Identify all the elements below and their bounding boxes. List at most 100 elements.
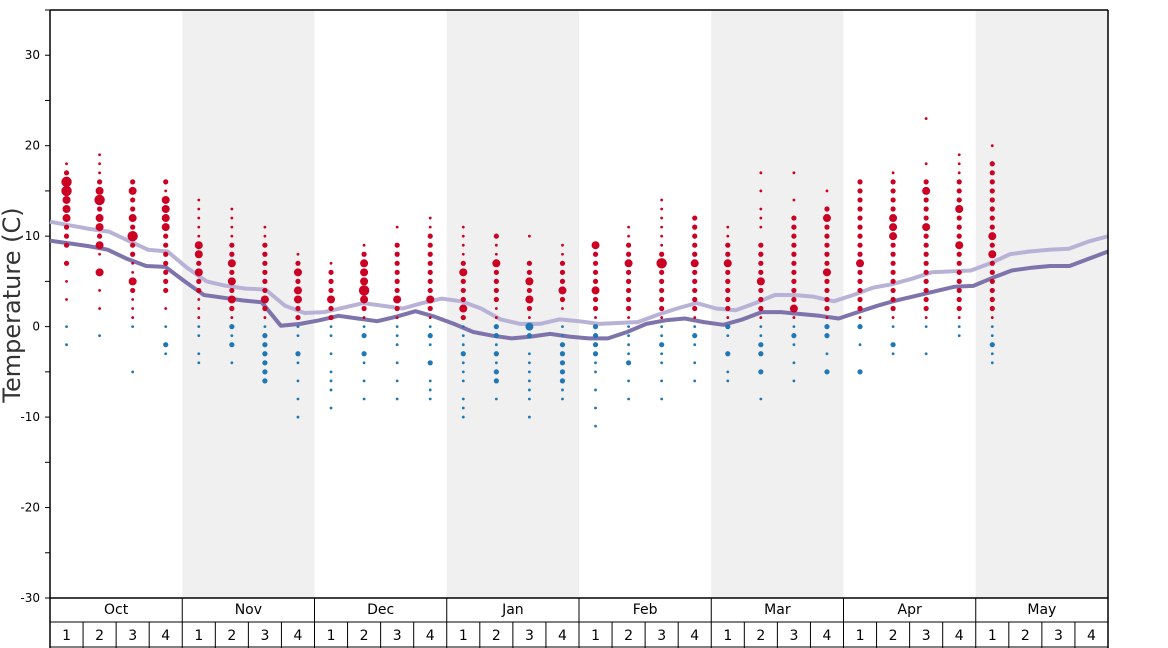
x-axis: Oct 1 2 3 4 Nov 1 2 3 4 Dec 1 2 3 4 Jan 1 2 3 4 Feb 1 2 3 4 Mar 1 2… xyxy=(50,9,1109,648)
cold-dot xyxy=(164,352,168,356)
cold-dot xyxy=(329,370,333,374)
warm-dot xyxy=(461,252,465,256)
warm-dot xyxy=(295,305,301,312)
warm-dot xyxy=(857,224,863,230)
warm-dot xyxy=(460,287,466,294)
y-tick-label: -20 xyxy=(20,501,40,515)
warm-dot xyxy=(62,205,71,214)
warm-dot xyxy=(990,316,994,319)
warm-dot xyxy=(989,179,995,185)
warm-dot xyxy=(725,305,731,312)
warm-dot xyxy=(890,179,896,185)
cold-dot xyxy=(528,415,531,419)
warm-dot xyxy=(128,186,137,195)
cold-dot xyxy=(329,388,333,392)
warm-dot xyxy=(131,307,135,310)
cold-dot xyxy=(627,325,630,329)
warm-dot xyxy=(559,278,566,284)
warm-dot xyxy=(759,207,763,211)
cold-dot xyxy=(957,334,961,338)
warm-dot xyxy=(229,242,235,248)
warm-dot xyxy=(494,252,498,256)
warm-dot xyxy=(791,215,797,221)
warm-dot xyxy=(890,296,896,303)
week-label: 2 xyxy=(360,628,369,644)
week-label: 1 xyxy=(459,628,468,644)
y-tick-label: 20 xyxy=(25,139,40,153)
warm-dot xyxy=(494,243,498,247)
warm-dot xyxy=(956,296,962,303)
cold-dot xyxy=(263,325,267,329)
warm-dot xyxy=(130,242,136,248)
cold-dot xyxy=(461,397,465,401)
warm-dot xyxy=(660,243,664,247)
warm-dot xyxy=(791,251,797,257)
cold-dot xyxy=(559,342,566,348)
cold-dot xyxy=(525,322,534,331)
warm-dot xyxy=(130,251,136,257)
warm-dot xyxy=(625,305,632,312)
warm-dot xyxy=(128,214,137,223)
cold-dot xyxy=(262,342,268,348)
cold-dot xyxy=(428,379,432,383)
warm-dot xyxy=(63,233,70,239)
cold-dot xyxy=(461,415,465,419)
warm-dot xyxy=(625,296,632,303)
warm-dot xyxy=(362,243,366,247)
warm-dot xyxy=(163,233,169,239)
warm-dot xyxy=(659,278,665,284)
warm-dot xyxy=(923,278,929,284)
month-label: May xyxy=(1027,602,1056,618)
warm-dot xyxy=(230,216,234,220)
cold-dot xyxy=(493,378,499,384)
cold-dot xyxy=(329,325,333,329)
warm-dot xyxy=(197,207,201,211)
warm-dot xyxy=(825,316,829,319)
warm-dot xyxy=(61,185,72,197)
cold-dot xyxy=(627,352,630,356)
month-shading xyxy=(182,10,1108,598)
warm-dot xyxy=(96,206,103,212)
cold-dot xyxy=(362,361,366,365)
warm-dot xyxy=(559,269,566,275)
cold-dot xyxy=(329,379,333,383)
warm-dot xyxy=(163,287,169,294)
warm-dot xyxy=(956,179,962,185)
warm-dot xyxy=(660,234,664,238)
cold-dot xyxy=(561,397,564,401)
warm-dot xyxy=(493,296,499,303)
warm-dot xyxy=(427,278,433,284)
week-label: 3 xyxy=(525,628,534,644)
cold-dot xyxy=(528,379,531,383)
warm-dot xyxy=(857,215,863,221)
warm-dot xyxy=(393,295,402,304)
cold-dot xyxy=(528,397,531,401)
warm-dot xyxy=(592,269,599,275)
warm-dot xyxy=(759,316,763,319)
warm-dot xyxy=(758,296,764,303)
warm-dot xyxy=(260,295,269,304)
week-label: 1 xyxy=(194,628,203,644)
cold-dot xyxy=(494,397,498,401)
warm-dot xyxy=(791,242,797,248)
week-label: 4 xyxy=(161,628,170,644)
warm-dot xyxy=(857,296,863,303)
week-label: 4 xyxy=(823,628,832,644)
cold-dot xyxy=(229,342,235,348)
cold-dot xyxy=(924,352,928,356)
y-tick-label: -10 xyxy=(20,410,40,424)
warm-dot xyxy=(461,243,465,247)
week-label: 1 xyxy=(723,628,732,644)
warm-dot xyxy=(923,287,929,294)
warm-dot xyxy=(459,304,468,313)
warm-dot xyxy=(660,216,664,220)
warm-dot xyxy=(660,225,664,229)
warm-dot xyxy=(989,206,995,212)
cold-dot xyxy=(460,351,466,357)
week-label: 4 xyxy=(1087,628,1096,644)
cold-dot xyxy=(693,361,697,365)
cold-dot xyxy=(693,325,697,329)
cold-dot xyxy=(428,343,432,347)
cold-dot xyxy=(493,369,499,375)
warm-dot xyxy=(923,215,929,221)
